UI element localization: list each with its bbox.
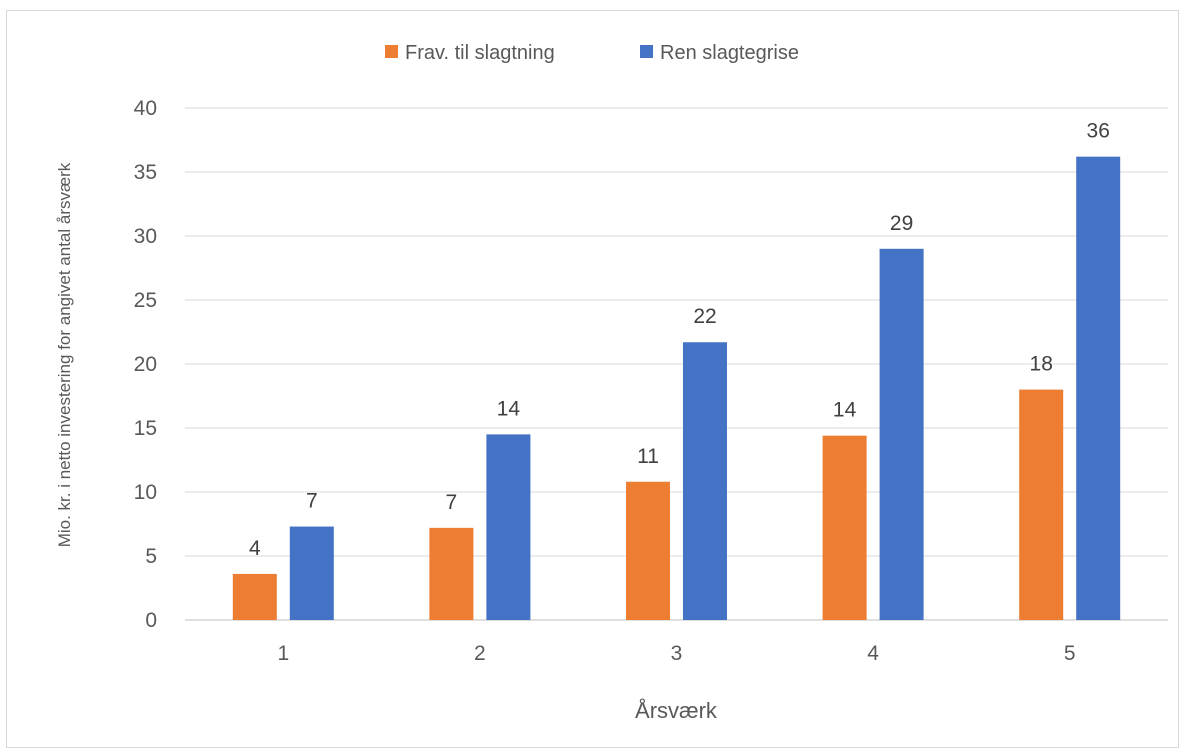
- x-tick-label: 3: [671, 642, 683, 665]
- bar-ren-5: [1076, 156, 1121, 620]
- bar-ren-1: [289, 526, 334, 620]
- y-axis-title: Mio. kr. i netto investering for angivet…: [55, 162, 74, 547]
- y-tick-label: 25: [134, 289, 157, 312]
- x-axis-title: Årsværk: [635, 698, 718, 723]
- data-label: 14: [833, 399, 857, 422]
- gridlines: [185, 107, 1168, 621]
- y-tick-label: 30: [134, 225, 157, 248]
- y-tick-label: 15: [134, 417, 157, 440]
- data-label: 7: [306, 490, 318, 513]
- legend: Frav. til slagtning Ren slagtegrise: [385, 42, 799, 64]
- y-tick-labels: 0 5 10 15 20 25 30 35 40: [134, 97, 157, 632]
- y-tick-label: 0: [145, 609, 157, 632]
- y-tick-label: 5: [145, 545, 157, 568]
- legend-label-ren: Ren slagtegrise: [660, 42, 799, 64]
- bar-ren-2: [486, 434, 531, 620]
- x-tick-label: 1: [277, 642, 289, 665]
- data-label: 36: [1087, 120, 1110, 143]
- y-tick-label: 40: [134, 97, 157, 120]
- bar-frav-5: [1019, 389, 1064, 620]
- bar-frav-4: [822, 435, 867, 620]
- y-tick-label: 10: [134, 481, 157, 504]
- chart-frame: [6, 10, 1179, 748]
- data-label: 29: [890, 212, 913, 235]
- x-tick-label: 2: [474, 642, 486, 665]
- y-tick-label: 35: [134, 161, 157, 184]
- x-tick-label: 4: [867, 642, 879, 665]
- bar-frav-1: [232, 573, 277, 620]
- bar-frav-3: [626, 481, 670, 620]
- bar-frav-2: [429, 527, 474, 620]
- bar-ren-3: [683, 342, 727, 620]
- legend-swatch-frav: [385, 45, 398, 58]
- x-tick-labels: 1 2 3 4 5: [277, 642, 1075, 665]
- data-label: 4: [249, 537, 261, 560]
- data-label: 7: [446, 491, 458, 514]
- data-label: 11: [637, 445, 659, 468]
- data-labels: 4 7 7 14 11 22 14 29 18 36: [249, 120, 1110, 560]
- bars: [232, 156, 1121, 621]
- x-tick-label: 5: [1064, 642, 1076, 665]
- legend-label-frav: Frav. til slagtning: [405, 42, 555, 64]
- bar-ren-4: [879, 248, 924, 621]
- data-label: 22: [693, 305, 716, 328]
- y-tick-label: 20: [134, 353, 157, 376]
- data-label: 18: [1030, 353, 1053, 376]
- data-label: 14: [497, 397, 521, 420]
- legend-swatch-ren: [640, 45, 653, 58]
